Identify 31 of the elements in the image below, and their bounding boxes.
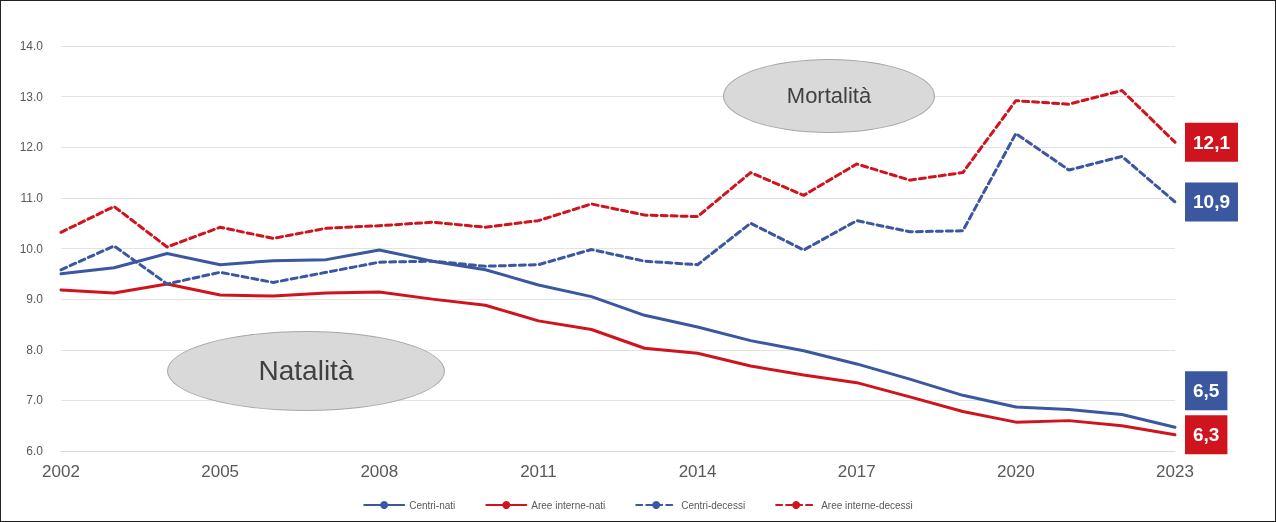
line-series [59,89,1177,249]
y-tick-label: 11.0 [20,190,44,205]
y-tick-label: 14.0 [19,39,44,53]
legend-label: Centri-decessi [681,499,746,511]
x-tick-label: 2017 [837,462,876,481]
y-tick-label: 8.0 [26,342,44,357]
line-series [59,282,1177,437]
y-tick-label: 12.0 [19,140,44,155]
legend-label: Aree interne-nati [531,499,606,511]
x-tick-label: 2005 [201,462,240,481]
data-label: 10,9 [1193,191,1230,213]
data-label: 6,5 [1193,380,1220,402]
y-tick-label: 13.0 [19,89,44,104]
x-tick-label: 2011 [520,462,557,481]
legend-label: Centri-nati [409,499,456,511]
x-tick-label: 2002 [42,462,80,481]
annotation: Mortalità [786,83,872,109]
y-tick-label: 9.0 [26,292,44,307]
annotation: Natalità [258,355,354,387]
oval-badge: Natalità [167,331,445,411]
x-tick-label: 2008 [360,462,399,481]
x-tick-label: 2014 [678,462,717,481]
oval-badge: Mortalità [723,59,935,133]
data-label: 12,1 [1193,131,1231,153]
y-tick-label: 10.0 [19,241,44,256]
data-label: 6,3 [1193,424,1220,446]
x-tick-label: 2023 [1156,462,1194,481]
y-tick-label: 7.0 [26,393,44,408]
legend-label: Aree interne-decessi [821,499,913,511]
y-tick-label: 6.0 [26,444,44,458]
x-tick-label: 2020 [996,462,1035,481]
